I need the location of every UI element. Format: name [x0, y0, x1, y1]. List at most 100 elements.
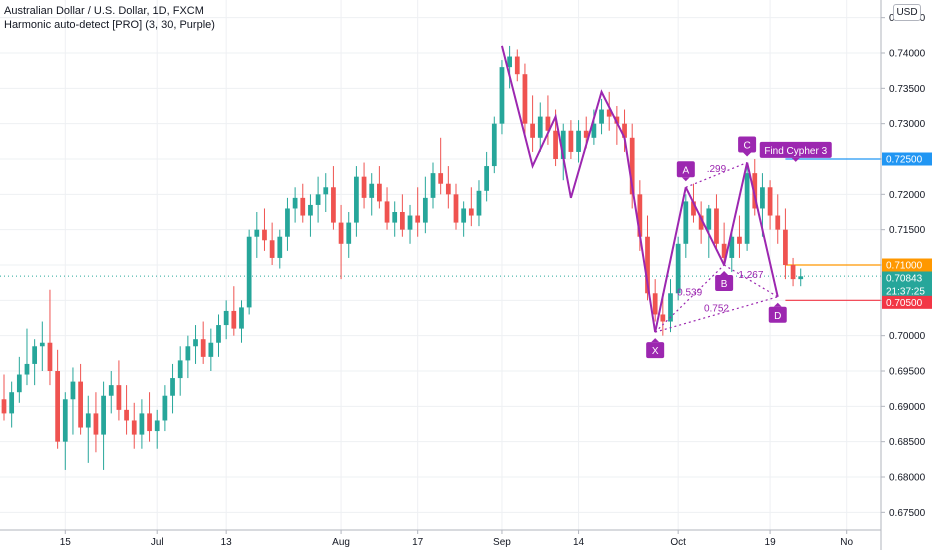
candle-body: [767, 187, 773, 216]
candle: [170, 363, 175, 414]
candle-body: [185, 346, 191, 361]
candle-body: [476, 190, 482, 216]
pattern-point-x: X: [646, 338, 665, 359]
candle-body: [622, 123, 627, 138]
time-tick-label: 17: [412, 537, 424, 548]
candle-body: [507, 56, 512, 68]
chart-legend: Australian Dollar / U.S. Dollar, 1D, FXC…: [4, 4, 215, 32]
candle: [1, 374, 7, 421]
candle: [162, 385, 168, 432]
candle: [55, 349, 61, 449]
price-label-level-blue: 0.72500: [882, 152, 932, 166]
candle-body: [637, 194, 643, 237]
symbol-title[interactable]: Australian Dollar / U.S. Dollar, 1D, FXC…: [4, 5, 204, 17]
indicator-title[interactable]: Harmonic auto-detect [PRO] (3, 30, Purpl…: [4, 19, 215, 31]
candle: [507, 45, 512, 89]
pattern-ratio-label: 0.752: [704, 303, 729, 314]
price-tick-label: 0.71500: [889, 225, 926, 236]
candle: [384, 187, 390, 230]
candle: [484, 151, 490, 202]
candle-body: [78, 381, 83, 428]
pattern-ratio-line: [723, 264, 779, 298]
candle: [537, 102, 543, 152]
candle: [62, 392, 68, 470]
pattern-point-a: A: [676, 161, 695, 182]
price-label-last-price: 0.70843: [882, 271, 932, 285]
pattern-point-pointer: [773, 302, 782, 307]
candle: [200, 321, 206, 364]
candle-body: [415, 215, 421, 223]
time-tick-label: Aug: [332, 537, 350, 548]
candle-body: [384, 201, 390, 223]
pattern-name-label: Find Cypher 3: [764, 146, 827, 157]
pattern-name-pointer: [791, 157, 800, 162]
pattern-ratio-line: [655, 296, 778, 333]
price-tick-label: 0.68000: [889, 473, 926, 484]
price-label-level-red: 0.70500: [882, 295, 932, 309]
candle: [246, 229, 252, 315]
candle-body: [170, 378, 175, 396]
candle-body: [591, 123, 597, 138]
candle: [216, 314, 221, 357]
candle: [514, 49, 520, 82]
price-label-level-orange: 0.71000: [882, 258, 932, 272]
candle-body: [139, 413, 145, 435]
candle-body: [154, 420, 160, 432]
horizontal-levels: [0, 158, 881, 301]
candle: [767, 180, 773, 230]
candle-body: [200, 339, 206, 357]
candle-body: [675, 243, 681, 294]
candle-body: [1, 399, 7, 414]
candle-body: [223, 310, 229, 326]
candle: [78, 363, 83, 435]
candle: [790, 257, 796, 287]
candle-body: [614, 116, 620, 124]
candle-body: [729, 236, 735, 258]
candle-body: [101, 395, 106, 435]
candle-body: [392, 212, 398, 223]
candle: [16, 356, 22, 403]
candle: [315, 176, 321, 223]
candle-body: [530, 123, 535, 138]
candle: [622, 109, 627, 152]
candle: [714, 194, 719, 251]
candle-body: [491, 123, 497, 167]
candle: [131, 402, 137, 449]
time-axis[interactable]: 15 Jul 13 Aug 17 Sep 14 Oct 19 No: [0, 529, 881, 548]
pattern-name-box: [759, 141, 832, 158]
pattern-point-badge: [676, 161, 695, 178]
candle: [101, 381, 106, 470]
candle-body: [39, 342, 45, 347]
candle-body: [369, 183, 375, 198]
candle-body: [32, 346, 38, 364]
candle-body: [744, 173, 750, 244]
candle: [154, 409, 160, 449]
candle-body: [399, 212, 405, 230]
currency-button[interactable]: USD: [893, 4, 921, 21]
chart-grid: [0, 0, 881, 530]
price-label-box: [882, 152, 932, 166]
price-axis-labels: 0.72500 0.71000 0.70843 21:37:250.70500: [882, 152, 932, 309]
candle-body: [285, 208, 290, 237]
candle: [606, 91, 612, 131]
candle: [652, 279, 658, 322]
candle: [139, 399, 145, 449]
candle-body: [430, 173, 436, 198]
pattern-point-label: B: [721, 279, 728, 290]
price-label-text: 21:37:25: [886, 287, 925, 298]
price-label-box: [882, 284, 932, 298]
candle-body: [262, 229, 267, 241]
price-label-text: 0.70843: [886, 274, 923, 285]
candle-body: [461, 208, 467, 223]
candle: [108, 371, 114, 414]
candle: [468, 187, 474, 227]
candle: [338, 204, 344, 280]
pattern-point-d: D: [768, 302, 787, 323]
candle-body: [292, 197, 298, 209]
price-tick-label: 0.70000: [889, 331, 926, 342]
candle: [231, 286, 237, 336]
candle-body: [629, 137, 635, 195]
candle: [193, 325, 198, 364]
